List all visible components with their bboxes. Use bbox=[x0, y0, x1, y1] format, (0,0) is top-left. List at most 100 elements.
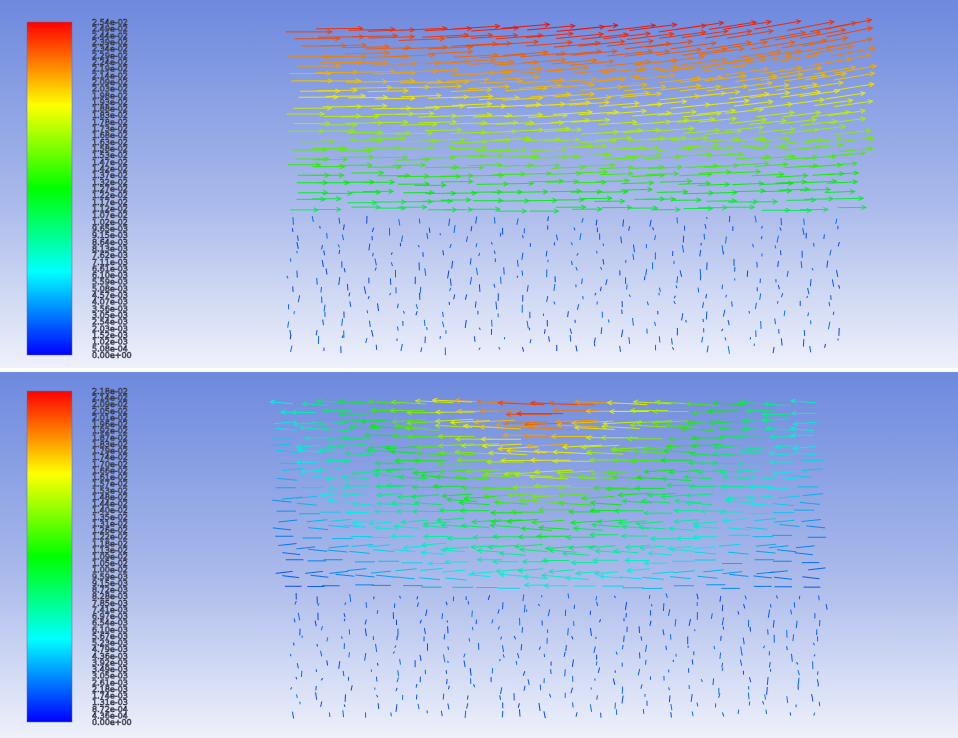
vector-arrowhead bbox=[596, 206, 603, 212]
velocity-vector bbox=[597, 667, 601, 674]
velocity-vector bbox=[440, 710, 443, 717]
vector-arrowhead bbox=[537, 65, 544, 72]
velocity-vector bbox=[787, 46, 832, 55]
vector-arrowhead bbox=[596, 519, 603, 525]
velocity-vector bbox=[523, 685, 526, 691]
color-bar-label: 9.65e-03 bbox=[92, 225, 128, 234]
velocity-vector bbox=[633, 401, 672, 405]
velocity-vector bbox=[296, 546, 316, 550]
vector-arrowhead bbox=[517, 567, 524, 574]
velocity-vector bbox=[713, 444, 743, 448]
velocity-vector bbox=[502, 654, 505, 658]
velocity-vector bbox=[834, 100, 873, 108]
velocity-vector bbox=[415, 683, 418, 688]
velocity-vector bbox=[502, 97, 543, 101]
vector-arrowhead bbox=[789, 398, 796, 404]
vector-arrowhead bbox=[740, 63, 747, 69]
color-bar-label: 1.93e-02 bbox=[92, 98, 128, 107]
velocity-vector bbox=[429, 138, 466, 141]
velocity-vector bbox=[499, 164, 534, 167]
velocity-vector bbox=[364, 47, 410, 50]
vector-arrowhead bbox=[642, 510, 649, 516]
velocity-vector bbox=[640, 636, 643, 641]
velocity-vector bbox=[766, 427, 792, 431]
vector-arrowhead bbox=[611, 457, 618, 463]
velocity-vector bbox=[544, 156, 580, 159]
velocity-vector bbox=[642, 576, 664, 580]
velocity-vector bbox=[723, 476, 749, 480]
vector-arrowhead bbox=[837, 142, 844, 148]
velocity-vector bbox=[747, 201, 778, 203]
vector-arrowhead bbox=[506, 518, 513, 524]
velocity-vector bbox=[737, 709, 740, 714]
vector-arrowhead bbox=[393, 524, 400, 530]
vector-arrowhead bbox=[569, 520, 576, 526]
velocity-vector bbox=[470, 61, 514, 65]
velocity-vector bbox=[450, 89, 492, 92]
velocity-vector bbox=[620, 188, 653, 191]
velocity-vector bbox=[488, 544, 516, 548]
vector-arrowhead bbox=[831, 153, 838, 160]
velocity-vector bbox=[534, 469, 573, 473]
velocity-vector bbox=[316, 277, 318, 285]
vector-arrowhead bbox=[725, 495, 732, 502]
velocity-vector bbox=[559, 476, 596, 479]
vector-arrowhead bbox=[351, 501, 358, 507]
vector-arrowhead bbox=[504, 84, 511, 90]
vector-arrowhead bbox=[479, 152, 486, 159]
velocity-vector bbox=[521, 252, 524, 260]
vector-arrowhead bbox=[432, 138, 439, 144]
color-bar-label: 2.14e-02 bbox=[92, 71, 128, 80]
vector-arrowhead bbox=[795, 19, 802, 25]
velocity-vector bbox=[620, 236, 623, 244]
velocity-vector bbox=[754, 302, 757, 310]
velocity-vector bbox=[768, 545, 789, 549]
velocity-vector bbox=[347, 105, 387, 107]
vector-arrowhead bbox=[660, 494, 667, 500]
vector-arrowhead bbox=[525, 443, 532, 449]
vector-arrowhead bbox=[382, 59, 389, 65]
velocity-vector bbox=[620, 93, 662, 98]
velocity-vector bbox=[492, 41, 539, 46]
velocity-vector bbox=[395, 687, 398, 692]
velocity-vector bbox=[571, 50, 617, 56]
vector-arrowhead bbox=[865, 53, 872, 59]
vector-arrowhead bbox=[369, 407, 376, 414]
velocity-vector bbox=[320, 701, 323, 707]
velocity-vector bbox=[415, 400, 454, 404]
velocity-vector bbox=[595, 250, 598, 254]
velocity-vector bbox=[467, 574, 491, 578]
velocity-vector bbox=[748, 120, 787, 125]
velocity-vector bbox=[418, 115, 457, 118]
color-bar-label: 2.54e-03 bbox=[92, 318, 128, 327]
vector-arrowhead bbox=[561, 550, 568, 557]
velocity-vector bbox=[501, 710, 504, 718]
velocity-vector bbox=[398, 38, 445, 41]
velocity-vector bbox=[806, 295, 809, 299]
vector-arrowhead bbox=[472, 419, 479, 425]
velocity-vector bbox=[556, 33, 604, 39]
velocity-vector bbox=[721, 662, 724, 668]
velocity-vector bbox=[516, 218, 519, 225]
velocity-vector bbox=[282, 552, 301, 556]
velocity-vector bbox=[589, 628, 592, 636]
velocity-vector bbox=[833, 83, 875, 91]
velocity-vector bbox=[544, 66, 589, 72]
velocity-vector bbox=[693, 521, 718, 525]
velocity-vector bbox=[299, 701, 301, 705]
velocity-vector bbox=[766, 686, 768, 695]
vector-arrowhead bbox=[567, 545, 574, 551]
velocity-vector bbox=[470, 226, 473, 232]
velocity-vector bbox=[568, 101, 610, 106]
velocity-vector bbox=[516, 259, 519, 267]
velocity-vector bbox=[373, 62, 417, 65]
velocity-vector bbox=[294, 600, 297, 605]
vector-arrowhead bbox=[589, 91, 596, 97]
vector-arrowhead bbox=[685, 401, 692, 407]
vector-arrowhead bbox=[481, 145, 488, 151]
velocity-vector bbox=[578, 40, 625, 47]
velocity-vector bbox=[490, 241, 493, 245]
velocity-vector bbox=[395, 704, 398, 712]
velocity-vector bbox=[525, 164, 560, 167]
vector-arrowhead bbox=[696, 197, 703, 203]
